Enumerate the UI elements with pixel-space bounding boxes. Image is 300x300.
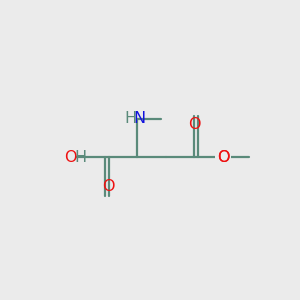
Text: H: H <box>75 150 87 165</box>
Text: O: O <box>102 179 115 194</box>
Text: N: N <box>134 111 146 126</box>
Text: H: H <box>124 111 136 126</box>
Text: O: O <box>64 150 76 165</box>
Text: O: O <box>188 117 201 132</box>
Text: O: O <box>217 150 229 165</box>
Text: O: O <box>217 150 229 165</box>
FancyBboxPatch shape <box>215 149 231 165</box>
